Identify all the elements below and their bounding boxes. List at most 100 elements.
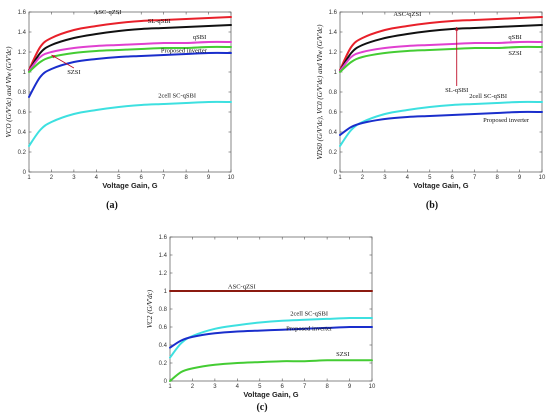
x-tick-label: 5 [428,175,432,181]
series-annotation: ASC-qZSI [228,283,256,290]
y-axis-label: VDS0 (G/V'dc), VC0 (G/V'dc) and VIw (G/V… [316,24,324,160]
x-tick-label: 6 [281,384,285,390]
series-annotation: Proposed inverter [483,117,530,124]
x-tick-label: 10 [228,175,235,181]
y-tick-label: 0.4 [18,130,27,136]
annotation-arrowhead [455,27,459,31]
series-line-qsbi [28,40,232,72]
series-line-sl-qsbi [28,24,232,72]
x-tick-label: 7 [162,175,166,181]
y-axis-label: VC2 (G/V'dc) [146,289,154,328]
series-line-proposed-inverter [339,110,543,136]
series-annotation: ASC-qZSI [393,11,421,18]
x-tick-label: 9 [518,175,522,181]
x-axis-label: Voltage Gain, G [413,181,468,190]
x-tick-label: 2 [50,175,54,181]
x-tick-label: 2 [361,175,365,181]
series-annotation: qSBI [193,34,206,41]
series-annotation: Proposed inverter [286,326,333,333]
y-tick-label: 1.6 [329,10,338,16]
x-tick-label: 3 [383,175,387,181]
series-line-szsi [339,45,543,73]
x-tick-label: 6 [451,175,455,181]
chart-panel-c: 1 2 3 4 5 6 7 8 9 10 0 0.2 0.4 0.6 0.8 1 1.2 1.4 1.6 ASC-qZ… [146,235,376,413]
y-tick-label: 0.2 [18,150,27,156]
y-tick-label: 0.6 [18,110,27,116]
series-line-asc-qzsi [339,16,543,71]
x-tick-label: 5 [258,384,262,390]
y-tick-label: 0.4 [329,130,338,136]
y-tick-label: 0.2 [329,150,338,156]
series-line-szsi [28,45,232,73]
plot-area [28,11,232,173]
y-tick-label: 0.6 [159,325,168,331]
y-tick-label: 0 [23,170,27,176]
y-tick-label: 1.2 [159,271,168,277]
y-tick-label: 1.6 [18,10,27,16]
x-tick-label: 9 [207,175,211,181]
y-tick-label: 0.8 [18,90,27,96]
panel-label: (c) [256,402,267,413]
series-annotation: SZSI [336,351,349,358]
panel-label: (a) [106,200,118,211]
series-annotation: qSBI [508,34,521,41]
plot-area [169,236,373,382]
chart-panel-a: 1 2 3 4 5 6 7 8 9 10 0 0.2 0.4 0.6 0.8 1 1.2 1.4 1.6 ASC-qZ… [5,9,235,211]
annotation-arrow [51,54,75,69]
series-annotation: SL-qSBI [148,18,171,25]
x-tick-label: 5 [117,175,121,181]
y-tick-label: 1 [23,70,27,76]
series-line-asc-qzsi [28,16,232,71]
x-tick-label: 1 [27,175,31,181]
x-tick-label: 8 [495,175,499,181]
y-tick-label: 1.2 [18,50,27,56]
y-tick-label: 1.2 [329,50,338,56]
series-annotation: SL-qSBI [445,87,468,94]
series-annotation: 2cell SC-qSBI [290,310,328,317]
y-tick-label: 1 [164,289,168,295]
x-tick-label: 7 [303,384,307,390]
y-tick-label: 1.4 [159,253,168,259]
x-tick-label: 9 [348,384,352,390]
x-tick-label: 2 [191,384,195,390]
x-tick-label: 10 [539,175,546,181]
x-tick-label: 3 [213,384,217,390]
series-annotation: Proposed inverter [161,48,208,55]
chart-panel-b: 1 2 3 4 5 6 7 8 9 10 0 0.2 0.4 0.6 0.8 1 1.2 1.4 1.6 ASC-qZ… [316,10,546,211]
y-tick-label: 1.6 [159,235,168,241]
y-tick-label: 1.4 [18,30,27,36]
x-tick-label: 6 [140,175,144,181]
series-line-qsbi [339,40,543,72]
series-annotation: ASC-qZSI [94,9,122,16]
y-tick-label: 0.4 [159,343,168,349]
series-line-szsi [169,359,373,382]
series-annotation: 2cell SC-qSBI [469,93,507,100]
x-tick-label: 1 [338,175,342,181]
y-tick-label: 0 [164,379,168,385]
x-tick-label: 8 [184,175,188,181]
y-tick-label: 0.8 [329,90,338,96]
y-tick-label: 0.2 [159,361,168,367]
annotation-arrowhead [51,55,56,59]
x-axis-label: Voltage Gain, G [102,181,157,190]
x-axis-label: Voltage Gain, G [243,390,298,399]
series-line-sl-qsbi [339,24,543,72]
series-line-2cell-sc-qsbi [28,100,232,147]
series-annotation: SZSI [508,50,521,57]
x-tick-label: 10 [369,384,376,390]
y-tick-label: 1 [334,70,338,76]
y-tick-label: 0.8 [159,307,168,313]
x-tick-label: 8 [325,384,329,390]
x-tick-label: 1 [168,384,172,390]
y-tick-label: 1.4 [329,30,338,36]
series-line-proposed-inverter [28,51,232,98]
x-tick-label: 4 [406,175,410,181]
series-annotation: 2cell SC-qSBI [158,93,196,100]
series-line-proposed-inverter [169,325,373,349]
x-tick-label: 7 [473,175,477,181]
y-axis-label: VCO (G/V'dc) and VIw (G/V'dc) [5,46,13,138]
panel-label: (b) [426,200,438,211]
x-tick-label: 3 [72,175,76,181]
x-tick-label: 4 [95,175,99,181]
